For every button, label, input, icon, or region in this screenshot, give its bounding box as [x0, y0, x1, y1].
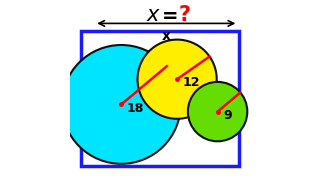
Circle shape [138, 40, 217, 119]
Text: 18: 18 [127, 102, 144, 115]
Text: 12: 12 [182, 76, 200, 89]
Text: $\mathbf{x}$: $\mathbf{x}$ [161, 29, 172, 43]
Bar [81, 31, 239, 166]
Circle shape [188, 82, 247, 141]
Text: $\mathbf{\mathit{x}}$: $\mathbf{\mathit{x}}$ [146, 5, 161, 25]
Circle shape [62, 45, 181, 164]
Text: 9: 9 [223, 109, 232, 122]
Text: $\mathbf{=}$: $\mathbf{=}$ [158, 5, 178, 24]
Text: $\mathbf{?}$: $\mathbf{?}$ [178, 5, 191, 25]
